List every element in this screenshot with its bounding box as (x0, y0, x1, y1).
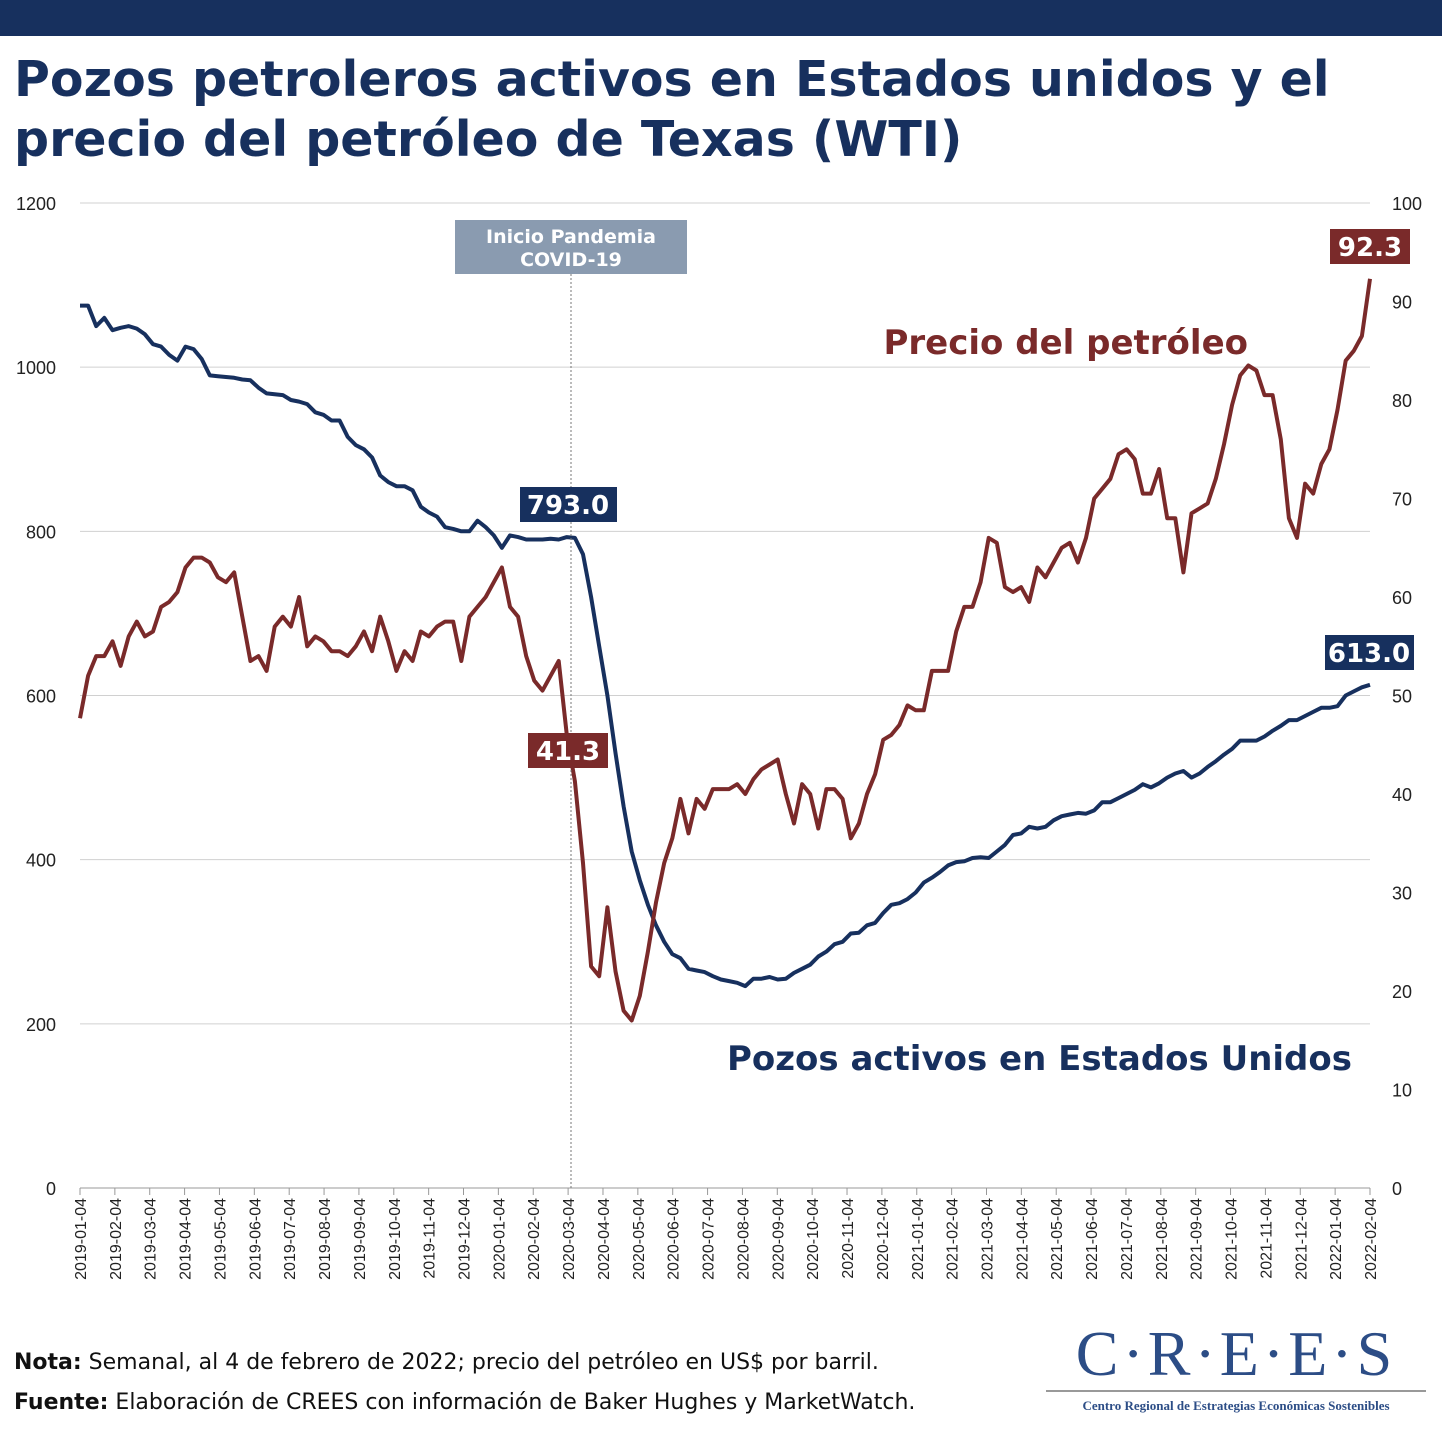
rigs-series-label: Pozos activos en Estados Unidos (727, 1039, 1352, 1079)
logo-subtitle: Centro Regional de Estrategias Económica… (1046, 1390, 1426, 1414)
y-right-tick-label: 10 (1392, 1081, 1412, 1101)
y-left-tick-label: 400 (26, 851, 56, 871)
footnote: Nota: Semanal, al 4 de febrero de 2022; … (14, 1350, 879, 1375)
note-label: Nota: (14, 1350, 82, 1375)
logo-text: C·R·E·E·S (1075, 1318, 1397, 1389)
y-left-tick-label: 200 (26, 1015, 56, 1035)
price-series-label: Precio del petróleo (884, 323, 1249, 363)
x-tick-label: 2020-10-04 (805, 1198, 822, 1280)
y-right-tick-label: 30 (1392, 884, 1412, 904)
y-right-tick-label: 0 (1392, 1179, 1402, 1199)
rigs-last-box (1325, 635, 1414, 670)
rigs-series-line (80, 303, 1371, 989)
x-tick-label: 2021-06-04 (1084, 1198, 1101, 1280)
x-tick-label: 2019-10-04 (387, 1198, 404, 1280)
x-tick-label: 2021-10-04 (1224, 1198, 1241, 1280)
y-right-tick-label: 100 (1392, 194, 1422, 214)
y-right-tick-label: 80 (1392, 391, 1412, 411)
x-tick-label: 2022-01-04 (1328, 1198, 1345, 1280)
rigs-last-label: 613.0 (1328, 639, 1410, 669)
x-tick-label: 2019-09-04 (352, 1198, 369, 1280)
x-tick-label: 2021-05-04 (1049, 1198, 1066, 1280)
x-tick-label: 2021-12-04 (1293, 1198, 1310, 1280)
x-tick-label: 2020-04-04 (596, 1198, 613, 1280)
x-tick-label: 2019-02-04 (108, 1198, 125, 1280)
x-tick-label: 2019-03-04 (143, 1198, 160, 1280)
header-bar (0, 0, 1442, 36)
x-tick-label: 2020-08-04 (735, 1198, 752, 1280)
x-tick-label: 2019-05-04 (212, 1198, 229, 1280)
y-left-tick-label: 600 (26, 687, 56, 707)
y-left-tick-label: 800 (26, 522, 56, 542)
chart-title: Pozos petroleros activos en Estados unid… (14, 51, 1330, 168)
source: Fuente: Elaboración de CREES con informa… (14, 1390, 915, 1415)
x-tick-label: 2021-04-04 (1014, 1198, 1031, 1280)
x-tick-label: 2019-11-04 (422, 1198, 439, 1279)
x-tick-label: 2021-07-04 (1119, 1198, 1136, 1280)
x-tick-label: 2021-01-04 (910, 1198, 927, 1280)
x-tick-label: 2019-12-04 (457, 1198, 474, 1280)
x-tick-label: 2021-02-04 (945, 1198, 962, 1280)
x-tick-label: 2020-09-04 (770, 1198, 787, 1280)
source-text: Elaboración de CREES con información de … (108, 1390, 916, 1415)
price-series-line (78, 278, 1372, 1023)
rigs-covid-box (520, 487, 617, 522)
rigs-covid-label: 793.0 (527, 491, 609, 521)
event-label-2: COVID-19 (520, 249, 622, 271)
x-tick-label: 2022-02-04 (1363, 1198, 1380, 1280)
event-box (455, 220, 687, 274)
price-last-box (1330, 229, 1410, 264)
y-right-tick-label: 40 (1392, 785, 1412, 805)
event-label-1: Inicio Pandemia (486, 226, 656, 248)
x-tick-label: 2019-07-04 (282, 1198, 299, 1280)
y-right-tick-label: 90 (1392, 293, 1412, 313)
price-last-label: 92.3 (1338, 233, 1402, 263)
x-tick-label: 2019-08-04 (317, 1198, 334, 1280)
x-tick-label: 2019-01-04 (73, 1198, 90, 1280)
y-left-tick-label: 1000 (16, 358, 56, 378)
x-tick-label: 2020-05-04 (631, 1198, 648, 1280)
y-right-tick-label: 60 (1392, 588, 1412, 608)
y-left-tick-label: 1200 (16, 194, 56, 214)
x-tick-label: 2021-03-04 (979, 1198, 996, 1280)
crees-logo: C·R·E·E·S Centro Regional de Estrategias… (1046, 1322, 1426, 1414)
price-covid-box (528, 733, 608, 768)
note-text: Semanal, al 4 de febrero de 2022; precio… (81, 1350, 879, 1375)
y-right-tick-label: 50 (1392, 687, 1412, 707)
x-tick-label: 2021-09-04 (1189, 1198, 1206, 1280)
x-tick-label: 2020-01-04 (491, 1198, 508, 1280)
y-left-tick-label: 0 (46, 1179, 56, 1199)
x-tick-label: 2020-03-04 (561, 1198, 578, 1280)
x-tick-label: 2020-11-04 (840, 1198, 857, 1279)
x-tick-label: 2021-11-04 (1258, 1198, 1275, 1279)
x-tick-label: 2019-06-04 (247, 1198, 264, 1280)
x-tick-label: 2020-02-04 (526, 1198, 543, 1280)
y-right-tick-label: 70 (1392, 490, 1412, 510)
source-label: Fuente: (14, 1390, 109, 1415)
x-tick-label: 2020-06-04 (666, 1198, 683, 1280)
x-tick-label: 2021-08-04 (1154, 1198, 1171, 1280)
x-tick-label: 2019-04-04 (178, 1198, 195, 1280)
x-tick-label: 2020-07-04 (701, 1198, 718, 1280)
price-covid-label: 41.3 (536, 737, 600, 767)
x-tick-label: 2020-12-04 (875, 1198, 892, 1280)
y-right-tick-label: 20 (1392, 982, 1412, 1002)
